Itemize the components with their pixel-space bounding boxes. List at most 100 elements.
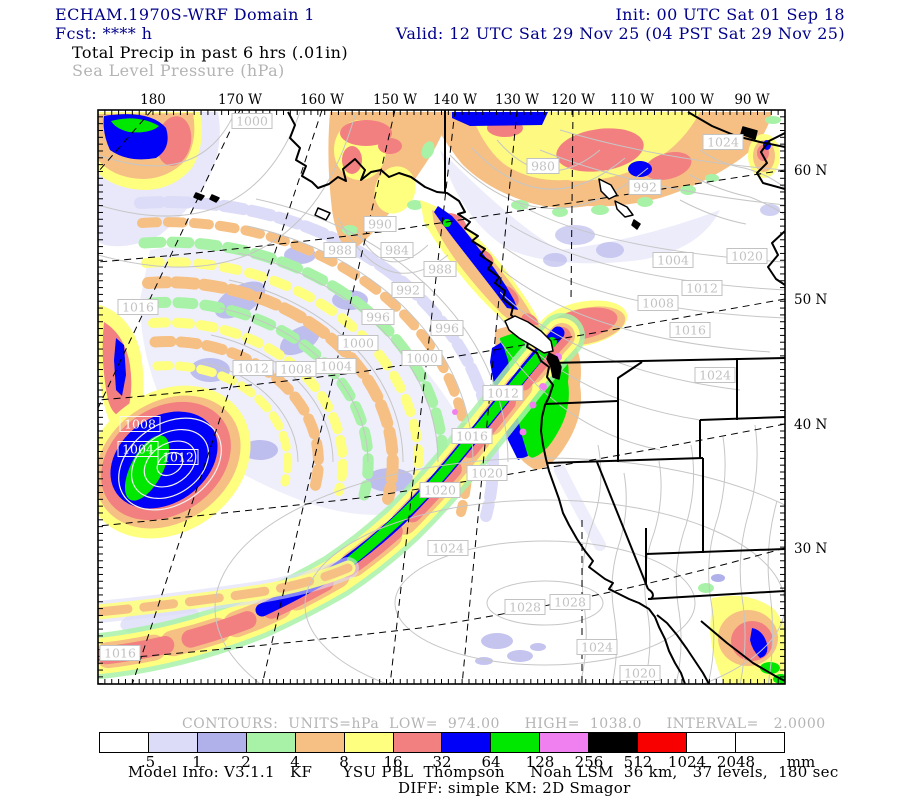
svg-text:984: 984 [385, 243, 409, 258]
contour-label: 1000 [337, 335, 379, 351]
colorbar-tick-label: .5 [140, 753, 156, 771]
contour-label: 1024 [702, 134, 744, 150]
svg-text:1000: 1000 [342, 336, 374, 351]
lon-label: 100 W [670, 92, 714, 108]
svg-text:1016: 1016 [674, 323, 706, 338]
svg-text:1028: 1028 [554, 595, 586, 610]
colorbar-tick-label: 16 [383, 753, 403, 771]
svg-text:1024: 1024 [581, 640, 613, 655]
svg-text:1016: 1016 [104, 646, 136, 661]
svg-text:980: 980 [531, 159, 555, 174]
svg-text:1012: 1012 [487, 386, 519, 401]
field-title-precip: Total Precip in past 6 hrs (.01in) [72, 43, 349, 62]
contour-label: 1000 [231, 113, 273, 129]
lat-label: 50 N [794, 292, 827, 308]
contour-label: 1008 [637, 295, 679, 311]
lon-label: 110 W [610, 92, 654, 108]
colorbar-cell [638, 733, 688, 752]
svg-text:1020: 1020 [624, 666, 656, 681]
map-ruler-ticks [97, 109, 785, 685]
colorbar-unit-label: mm [786, 753, 816, 771]
colorbar-cell [100, 733, 149, 752]
svg-text:1012: 1012 [686, 281, 718, 296]
colorbar-cell [393, 733, 443, 752]
contour-label: 1016 [451, 428, 493, 444]
svg-text:996: 996 [366, 310, 390, 325]
contour-label: 1024 [694, 367, 736, 383]
svg-text:1012: 1012 [162, 450, 194, 465]
lat-lon-labels: 180 170 W 160 W 150 W 140 W 130 W 120 W 110 W 10… [140, 92, 827, 557]
colorbar-cell [197, 733, 247, 752]
contour-label: 1012 [482, 385, 524, 401]
lon-label: 170 W [218, 92, 262, 108]
colorbar-cell [148, 733, 198, 752]
svg-text:1000: 1000 [406, 351, 438, 366]
contour-label: 1012 [232, 360, 274, 376]
contour-label: 996 [430, 320, 464, 336]
svg-text:1024: 1024 [432, 541, 464, 556]
svg-text:990: 990 [368, 217, 392, 232]
precip-shading [98, 112, 785, 684]
svg-text:1012: 1012 [237, 361, 269, 376]
lon-label: 150 W [373, 92, 417, 108]
lon-label: 90 W [734, 92, 769, 108]
svg-text:988: 988 [428, 262, 452, 277]
svg-text:988: 988 [328, 243, 352, 258]
lat-label: 40 N [794, 417, 827, 433]
lon-label: 130 W [495, 92, 539, 108]
colorbar-tick-label: 4 [290, 753, 300, 771]
contour-label: 1004 [315, 358, 357, 374]
colorbar-cell [540, 733, 590, 752]
svg-text:1024: 1024 [707, 135, 739, 150]
contour-label: 990 [363, 216, 397, 232]
contour-label: 984 [380, 242, 414, 258]
valid-time: Valid: 12 UTC Sat 29 Nov 25 (04 PST Sat … [395, 24, 845, 43]
svg-text:1020: 1020 [731, 249, 763, 264]
precip-colorbar [99, 732, 785, 753]
svg-text:992: 992 [633, 180, 657, 195]
contour-label: 1020 [466, 465, 508, 481]
contour-label: 1020 [619, 665, 661, 681]
colorbar-tick-label: 1 [192, 753, 202, 771]
colorbar-tick-label: 256 [574, 753, 604, 771]
svg-text:1004: 1004 [122, 442, 154, 457]
colorbar-cell [295, 733, 345, 752]
contour-label: 1012 [157, 449, 199, 465]
coastlines [287, 110, 785, 684]
contour-value-labels: 1000 1024 980 992 990 988 984 988 992 996 996 1000 1… [99, 113, 768, 681]
field-title-slp: Sea Level Pressure (hPa) [72, 61, 285, 80]
contour-label: 1016 [99, 645, 141, 661]
svg-text:992: 992 [396, 283, 420, 298]
svg-text:996: 996 [435, 321, 459, 336]
contour-label: 988 [423, 261, 457, 277]
lon-label: 180 [140, 92, 166, 108]
contour-label: 1024 [576, 639, 618, 655]
colorbar-cell [735, 733, 784, 752]
contour-label: 1016 [117, 299, 159, 315]
contour-label: 996 [361, 309, 395, 325]
colorbar-tick-label: 2048 [716, 753, 756, 771]
colorbar-cell [491, 733, 541, 752]
contour-label: 1020 [419, 482, 461, 498]
colorbar-cell [687, 733, 736, 752]
colorbar-cell [344, 733, 394, 752]
svg-text:1008: 1008 [280, 362, 312, 377]
contour-label: 1004 [652, 252, 694, 268]
colorbar-tick-label: 512 [623, 753, 653, 771]
svg-text:1016: 1016 [456, 429, 488, 444]
contour-label: 992 [391, 282, 425, 298]
colorbar-tick-label: 32 [432, 753, 452, 771]
colorbar-tick-label: 8 [339, 753, 349, 771]
colorbar-tick-label: 1024 [667, 753, 707, 771]
lat-label: 30 N [794, 541, 827, 557]
svg-text:1020: 1020 [424, 483, 456, 498]
contour-label: 1004 [117, 441, 159, 457]
svg-text:1016: 1016 [122, 300, 154, 315]
contour-label: 1008 [119, 416, 161, 432]
contour-label: 1028 [504, 599, 546, 615]
lon-label: 120 W [551, 92, 595, 108]
svg-text:1004: 1004 [657, 253, 689, 268]
contour-label: 992 [628, 179, 662, 195]
contour-label: 1000 [401, 350, 443, 366]
